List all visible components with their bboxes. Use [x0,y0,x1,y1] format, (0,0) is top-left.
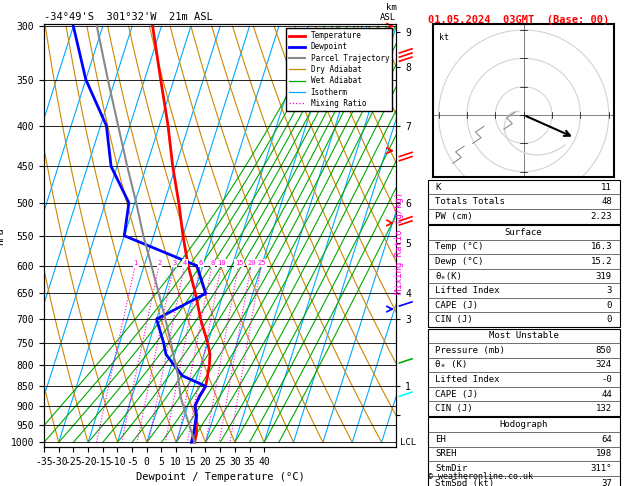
Text: 01.05.2024  03GMT  (Base: 00): 01.05.2024 03GMT (Base: 00) [428,15,609,25]
Text: 319: 319 [596,272,612,280]
Text: 44: 44 [601,390,612,399]
Text: θₑ(K): θₑ(K) [435,272,462,280]
Text: 3: 3 [606,286,612,295]
Text: 16.3: 16.3 [591,243,612,251]
Text: CIN (J): CIN (J) [435,315,473,324]
Text: 4: 4 [183,260,187,266]
Text: 37: 37 [601,479,612,486]
Text: kt: kt [438,33,448,42]
Text: 25: 25 [257,260,266,266]
Text: LCL: LCL [400,438,416,447]
Text: 3: 3 [172,260,176,266]
Text: SREH: SREH [435,450,457,458]
Text: 198: 198 [596,450,612,458]
Text: 850: 850 [596,346,612,355]
Text: 11: 11 [601,183,612,191]
Text: θₑ (K): θₑ (K) [435,361,467,369]
Text: 20: 20 [247,260,256,266]
Legend: Temperature, Dewpoint, Parcel Trajectory, Dry Adiabat, Wet Adiabat, Isotherm, Mi: Temperature, Dewpoint, Parcel Trajectory… [286,28,392,111]
Text: Mixing Ratio (g/kg): Mixing Ratio (g/kg) [395,192,404,294]
Text: CAPE (J): CAPE (J) [435,390,479,399]
Text: Lifted Index: Lifted Index [435,286,500,295]
Text: Dewp (°C): Dewp (°C) [435,257,484,266]
Text: 1: 1 [133,260,138,266]
Text: -34°49'S  301°32'W  21m ASL: -34°49'S 301°32'W 21m ASL [44,12,213,22]
Text: 64: 64 [601,435,612,444]
Text: 15: 15 [235,260,243,266]
Text: EH: EH [435,435,446,444]
Text: © weatheronline.co.uk: © weatheronline.co.uk [428,472,533,481]
Text: StmSpd (kt): StmSpd (kt) [435,479,494,486]
Text: -0: -0 [601,375,612,384]
Text: K: K [435,183,441,191]
Text: CIN (J): CIN (J) [435,404,473,413]
Text: Most Unstable: Most Unstable [489,331,559,340]
Text: 8: 8 [210,260,214,266]
Text: 0: 0 [606,301,612,310]
Text: 0: 0 [606,315,612,324]
Text: Lifted Index: Lifted Index [435,375,500,384]
Text: Totals Totals: Totals Totals [435,197,505,206]
X-axis label: Dewpoint / Temperature (°C): Dewpoint / Temperature (°C) [136,472,304,483]
Text: 48: 48 [601,197,612,206]
Text: CAPE (J): CAPE (J) [435,301,479,310]
Text: 311°: 311° [591,464,612,473]
Text: Temp (°C): Temp (°C) [435,243,484,251]
Text: 2.23: 2.23 [591,212,612,221]
Text: 15.2: 15.2 [591,257,612,266]
Text: km
ASL: km ASL [380,3,396,22]
Text: 10: 10 [218,260,226,266]
Text: Surface: Surface [505,228,542,237]
Text: 6: 6 [199,260,203,266]
Text: Pressure (mb): Pressure (mb) [435,346,505,355]
Text: 132: 132 [596,404,612,413]
Text: StmDir: StmDir [435,464,467,473]
Text: 324: 324 [596,361,612,369]
Y-axis label: hPa: hPa [0,227,5,244]
Text: Hodograph: Hodograph [499,420,548,429]
Text: 2: 2 [157,260,162,266]
Text: PW (cm): PW (cm) [435,212,473,221]
